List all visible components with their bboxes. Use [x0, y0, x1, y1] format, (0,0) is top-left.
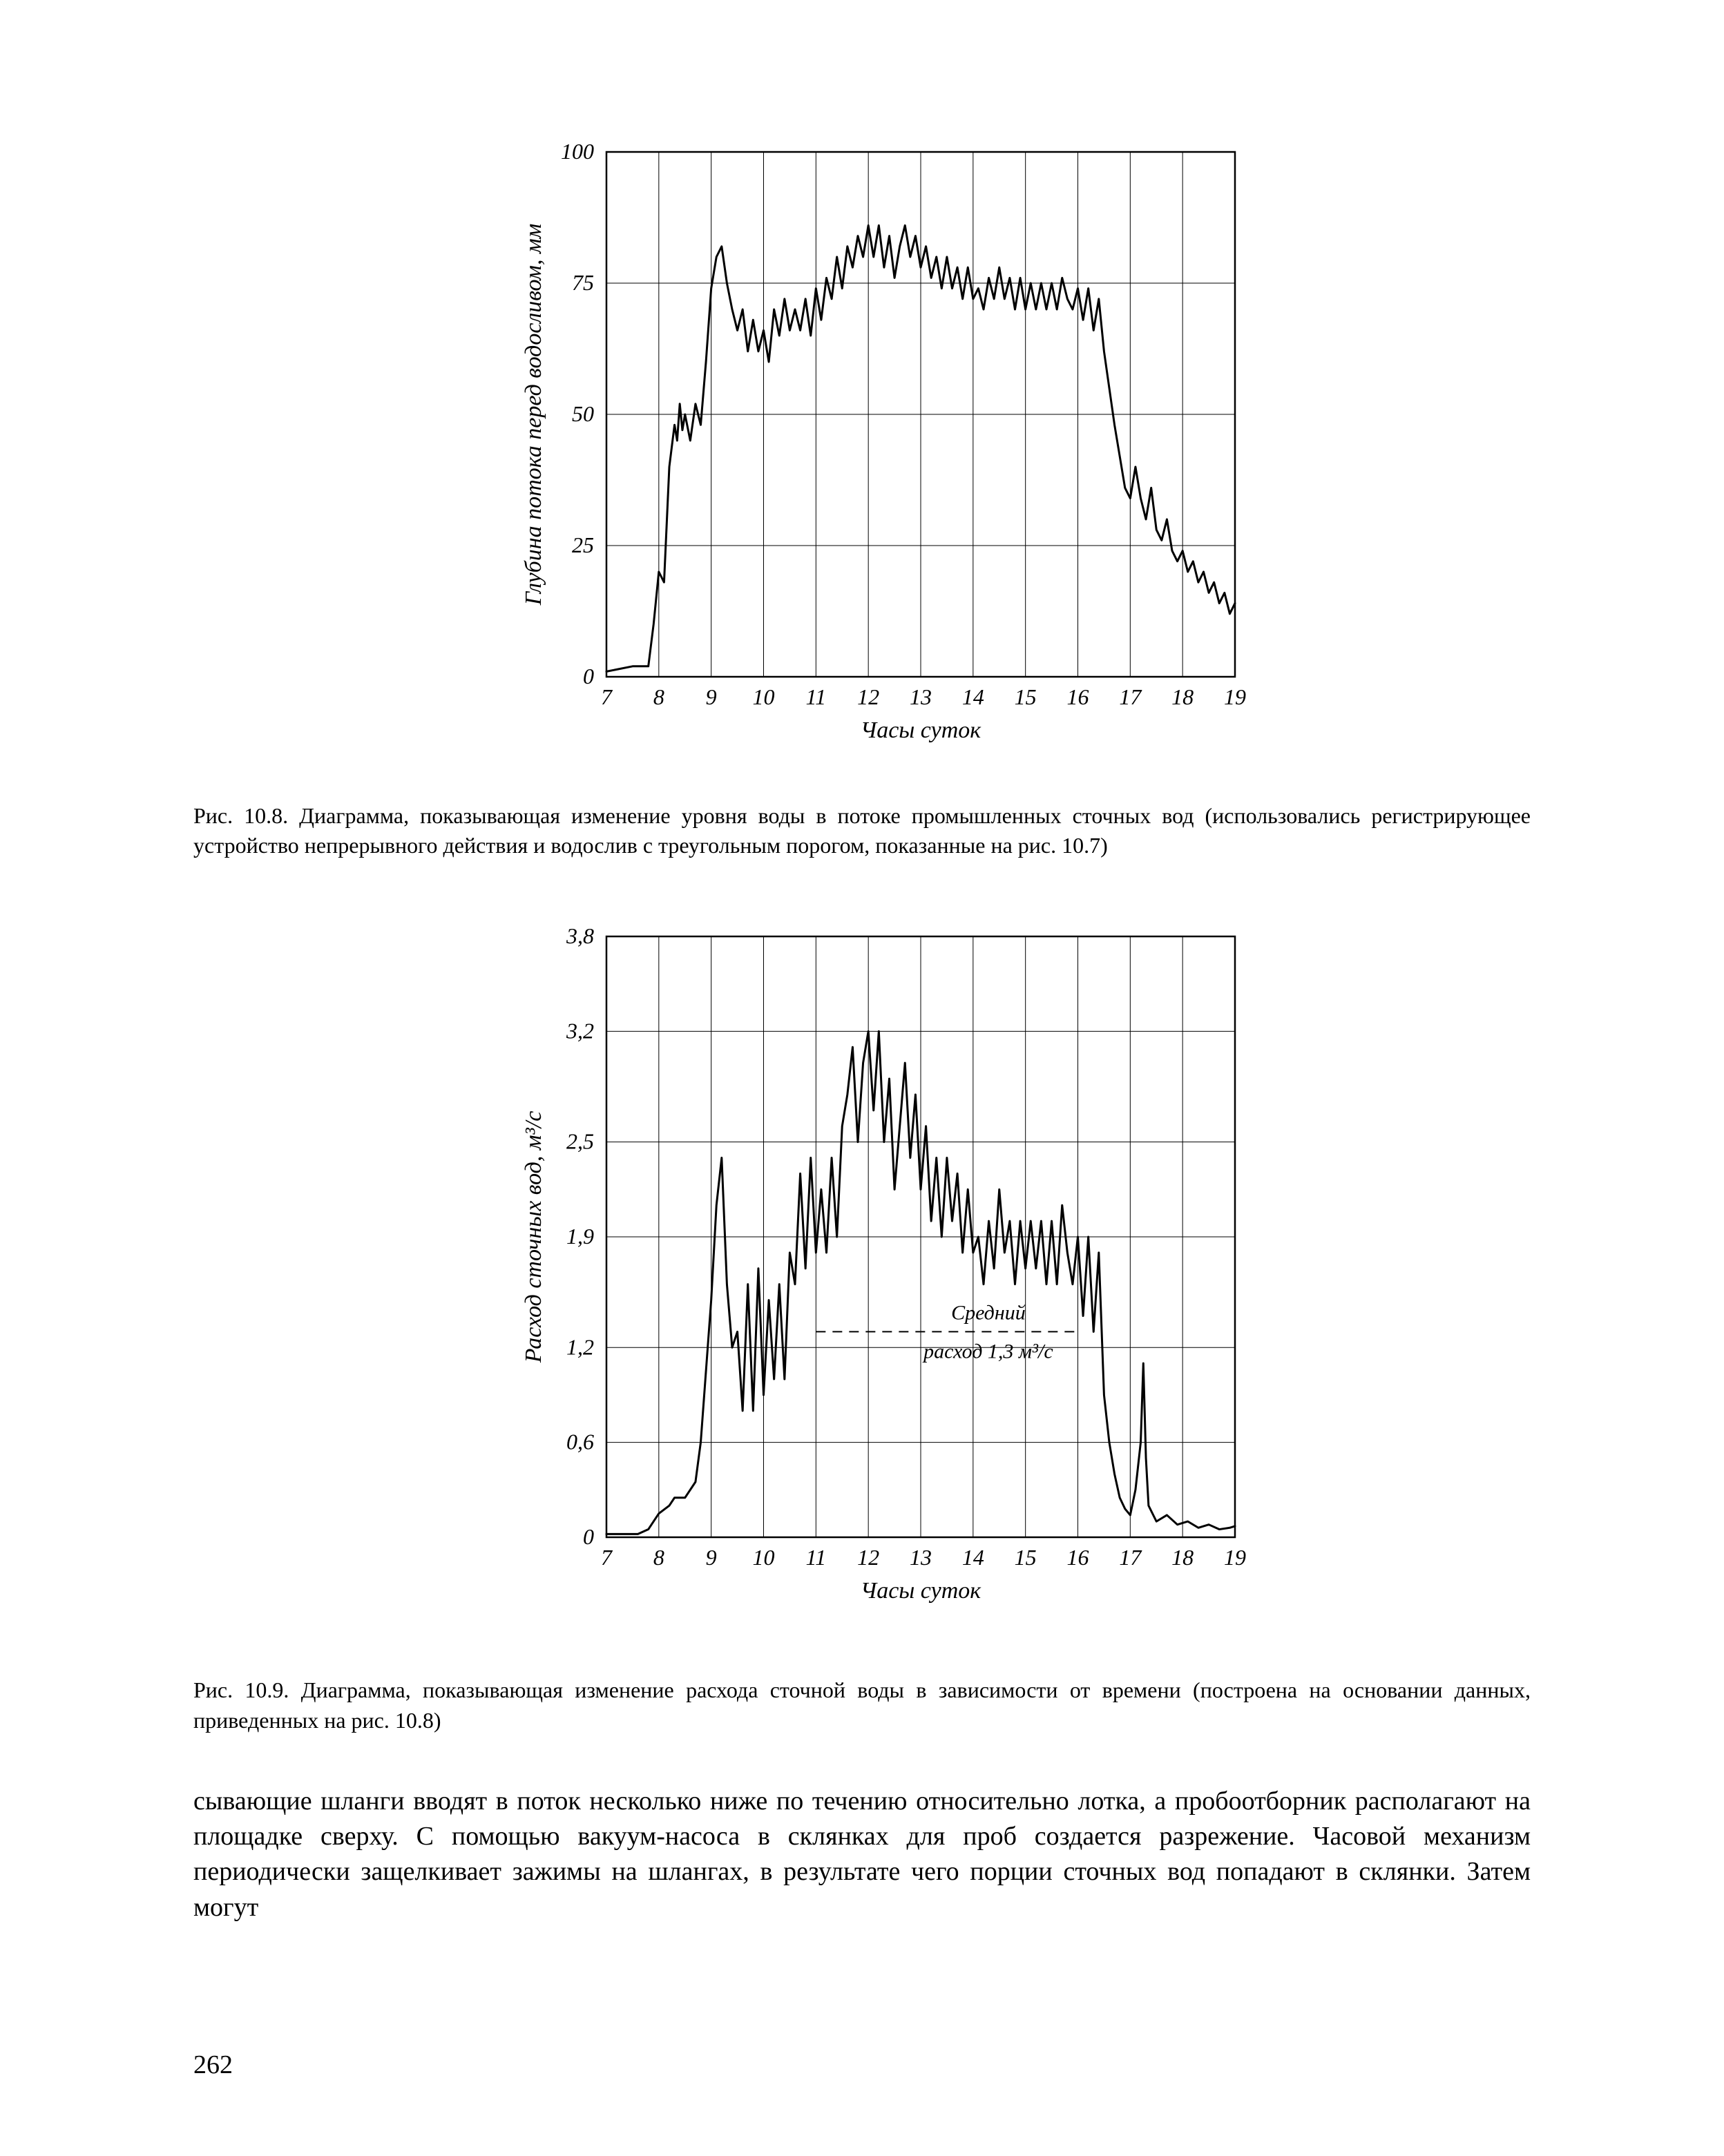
svg-text:2,5: 2,5 — [566, 1129, 594, 1154]
svg-text:100: 100 — [561, 139, 594, 164]
svg-text:3,8: 3,8 — [566, 923, 594, 948]
svg-text:3,2: 3,2 — [566, 1019, 594, 1043]
svg-text:Часы суток: Часы суток — [861, 1578, 982, 1604]
svg-text:16: 16 — [1067, 684, 1089, 709]
chart-10-8-svg: 7 8 9 10 11 12 13 14 15 16 17 18 19 0 25 50 75 100 Часы су… — [448, 124, 1276, 773]
svg-text:15: 15 — [1015, 684, 1037, 709]
svg-text:75: 75 — [572, 270, 594, 295]
svg-text:14: 14 — [962, 684, 984, 709]
svg-text:12: 12 — [857, 684, 879, 709]
svg-text:25: 25 — [572, 532, 594, 557]
svg-text:18: 18 — [1171, 684, 1194, 709]
svg-text:11: 11 — [806, 684, 827, 709]
svg-text:10: 10 — [753, 684, 775, 709]
svg-text:9: 9 — [706, 684, 717, 709]
svg-text:Расход сточных вод, м³/с: Расход сточных вод, м³/с — [521, 1111, 546, 1364]
svg-text:13: 13 — [910, 1545, 932, 1570]
svg-text:Часы суток: Часы суток — [861, 718, 982, 743]
svg-text:0: 0 — [583, 664, 594, 689]
svg-text:расход 1,3 м³/с: расход 1,3 м³/с — [922, 1340, 1053, 1363]
svg-text:16: 16 — [1067, 1545, 1089, 1570]
svg-text:1,9: 1,9 — [566, 1224, 594, 1249]
figure-10-8: 7 8 9 10 11 12 13 14 15 16 17 18 19 0 25 50 75 100 Часы су… — [193, 124, 1531, 773]
svg-text:19: 19 — [1224, 684, 1246, 709]
svg-text:50: 50 — [572, 401, 594, 426]
svg-text:19: 19 — [1224, 1545, 1246, 1570]
svg-text:14: 14 — [962, 1545, 984, 1570]
figure-10-8-caption: Рис. 10.8. Диаграмма, показывающая измен… — [193, 801, 1531, 860]
svg-text:18: 18 — [1171, 1545, 1194, 1570]
svg-text:1,2: 1,2 — [566, 1335, 594, 1360]
svg-text:10: 10 — [753, 1545, 775, 1570]
page: 789101112131415161718190255075100Часы су… — [0, 0, 1724, 2156]
svg-text:7: 7 — [601, 1545, 613, 1570]
svg-text:8: 8 — [653, 684, 664, 709]
svg-text:Средний: Средний — [951, 1302, 1026, 1325]
svg-text:15: 15 — [1015, 1545, 1037, 1570]
svg-text:11: 11 — [806, 1545, 827, 1570]
svg-text:0,6: 0,6 — [566, 1430, 594, 1454]
svg-text:13: 13 — [910, 684, 932, 709]
chart-10-9-svg: 7 8 9 10 11 12 13 14 15 16 17 18 19 0 0,6 1,2 1,9 2,5 3,2 3… — [448, 909, 1276, 1648]
page-number: 262 — [193, 2050, 233, 2080]
svg-text:17: 17 — [1119, 1545, 1142, 1570]
svg-text:9: 9 — [706, 1545, 717, 1570]
svg-text:12: 12 — [857, 1545, 879, 1570]
svg-text:8: 8 — [653, 1545, 664, 1570]
svg-text:Глубина потока перед водосливо: Глубина потока перед водосливом, мм — [521, 224, 546, 606]
svg-text:0: 0 — [583, 1524, 594, 1549]
svg-text:17: 17 — [1119, 684, 1142, 709]
figure-10-9: 7 8 9 10 11 12 13 14 15 16 17 18 19 0 0,6 1,2 1,9 2,5 3,2 3… — [193, 909, 1531, 1648]
figure-10-9-caption: Рис. 10.9. Диаграмма, показывающая измен… — [193, 1675, 1531, 1735]
body-paragraph: сывающие шланги вводят в поток несколько… — [193, 1784, 1531, 1925]
svg-text:7: 7 — [601, 684, 613, 709]
